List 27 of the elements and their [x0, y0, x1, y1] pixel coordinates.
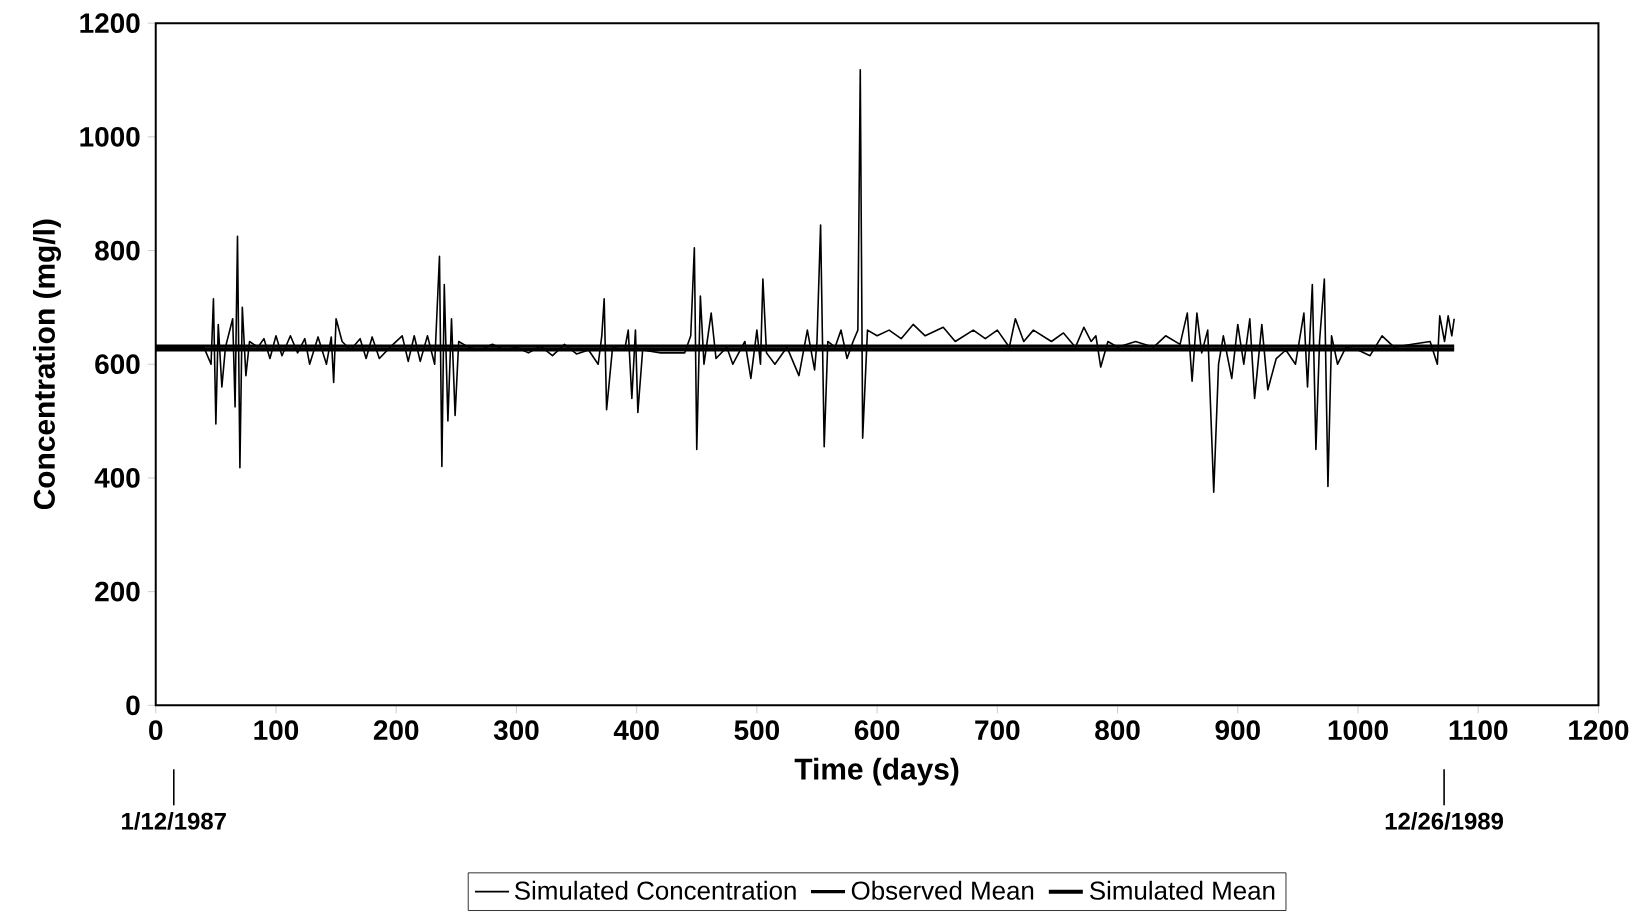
y-axis-title: Concentration (mg/l) [33, 219, 62, 510]
x-tick-label: 700 [975, 720, 1020, 741]
x-tick-label: 1200 [1569, 720, 1629, 741]
x-tick-label: 800 [1095, 720, 1140, 741]
text: 1/12/1987 [122, 812, 226, 830]
legend-label: Simulated Concentration [514, 880, 796, 900]
x-tick-label: 1100 [1449, 720, 1508, 741]
x-tick-label: 1000 [1328, 720, 1388, 741]
y-tick-label: 200 [95, 581, 140, 602]
x-tick-label: 0 [149, 720, 163, 741]
legend-label: Observed Mean [851, 880, 1034, 900]
y-tick-label: 400 [94, 468, 140, 488]
x-tick-label: 200 [373, 720, 419, 741]
y-tick-label: 1200 [80, 13, 140, 34]
x-axis-title: Time (days) [794, 757, 959, 786]
x-tick-label: 400 [613, 720, 659, 741]
y-tick-label: 600 [95, 354, 140, 375]
x-tick-label: 900 [1215, 720, 1260, 741]
x-tick-label: 300 [493, 720, 539, 741]
x-tick-label: 500 [734, 720, 779, 741]
x-tick-label: 100 [254, 720, 299, 741]
legend-label: Simulated Mean [1090, 880, 1275, 900]
y-tick-label: 0 [126, 695, 140, 716]
y-tick-label: 1000 [80, 126, 140, 147]
x-tick-label: 600 [854, 720, 900, 741]
text: 12/26/1989 [1385, 812, 1504, 830]
y-tick-label: 800 [95, 240, 140, 261]
